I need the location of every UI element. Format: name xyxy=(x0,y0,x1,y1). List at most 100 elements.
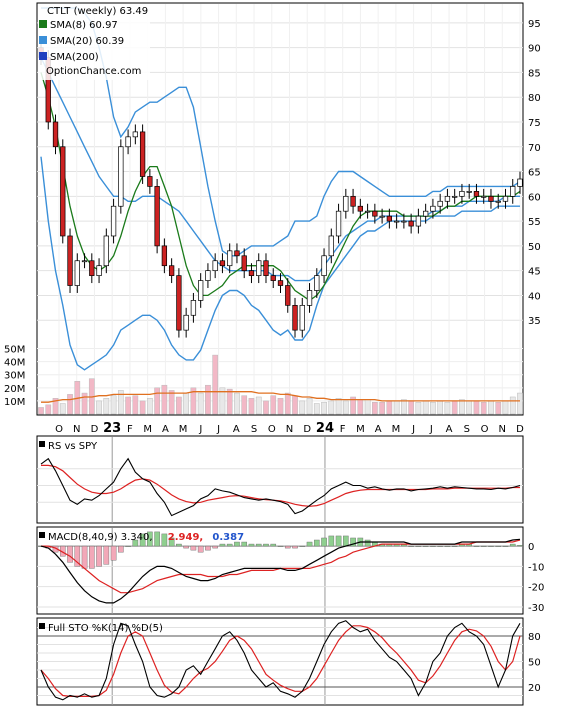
candle-body xyxy=(161,245,168,267)
candle-body xyxy=(139,131,146,177)
candle-body xyxy=(67,235,73,286)
volume-bar xyxy=(386,400,393,415)
volume-bar xyxy=(161,384,168,415)
x-axis-label: J xyxy=(411,424,415,435)
rs-vs-spy-line xyxy=(40,457,521,517)
volume-bar xyxy=(263,400,269,415)
candle-body xyxy=(89,260,95,276)
volume-bar xyxy=(81,392,88,415)
volume-y-tick-label: 20M xyxy=(4,384,25,395)
macd-panel-frame xyxy=(36,526,524,615)
volume-bar xyxy=(292,395,298,415)
volume-bar xyxy=(488,400,494,415)
macd-histogram-bar xyxy=(67,545,73,563)
x-axis-label: M xyxy=(179,424,188,435)
candle-body xyxy=(219,260,226,267)
macd-histogram-bar xyxy=(451,545,458,547)
volume-bar xyxy=(451,400,458,415)
macd-histogram-bar xyxy=(299,545,306,547)
candle-body xyxy=(270,275,276,281)
volume-bar xyxy=(226,388,233,415)
volume-bar xyxy=(139,400,146,415)
x-axis-label: N xyxy=(499,424,506,435)
macd-histogram-bar xyxy=(103,545,110,565)
macd-signal-value: 2.949, xyxy=(168,532,203,543)
sto-y-ticks: 20 50 80 xyxy=(528,632,541,694)
candle-body xyxy=(328,235,334,257)
x-axis-label: N xyxy=(73,424,80,435)
candle-body xyxy=(154,186,160,247)
volume-bar xyxy=(313,403,320,415)
candle-body xyxy=(430,205,436,212)
macd-y-tick-label: -30 xyxy=(528,603,544,614)
sto-k-line xyxy=(40,620,521,701)
price-gridlines xyxy=(37,4,523,414)
macd-histogram-bar xyxy=(255,543,262,547)
sma200-legend-label: SMA(200) xyxy=(50,52,99,63)
macd-histogram-bar xyxy=(408,545,414,547)
x-axis-label: M xyxy=(143,424,152,435)
x-axis-label: F xyxy=(127,424,133,435)
macd-histogram-bar xyxy=(74,545,81,567)
x-axis-label: O xyxy=(481,424,489,435)
candle-body xyxy=(379,215,385,218)
candle-body xyxy=(299,305,305,331)
macd-histogram-bar xyxy=(154,531,160,547)
candle-body xyxy=(415,215,422,227)
x-axis-label: D xyxy=(516,424,524,435)
candle-body xyxy=(372,210,378,217)
volume-bar xyxy=(328,400,335,415)
candle-body xyxy=(248,270,255,276)
candle-body xyxy=(256,260,262,276)
macd-histogram-bar xyxy=(125,545,131,547)
candle-body xyxy=(401,220,407,223)
candle-body xyxy=(125,136,131,148)
macd-histogram-bar xyxy=(517,545,523,547)
x-axis-label: M xyxy=(392,424,401,435)
macd-histogram-bar xyxy=(444,545,451,547)
price-y-tick-label: 60 xyxy=(528,192,541,203)
candle-body xyxy=(277,280,284,286)
macd-histogram-bar xyxy=(161,533,168,547)
candle-body xyxy=(393,220,400,223)
price-y-tick-label: 70 xyxy=(528,143,541,154)
candle-body xyxy=(132,131,138,138)
macd-histogram-bar xyxy=(488,545,494,547)
macd-histogram-bar xyxy=(335,535,342,547)
candle-body xyxy=(227,250,233,267)
candle-body xyxy=(495,200,501,203)
volume-bar xyxy=(350,396,356,415)
candle-body xyxy=(488,195,494,202)
volume-bar xyxy=(495,401,502,415)
candle-body xyxy=(423,210,429,217)
candle-body xyxy=(408,220,414,227)
macd-histogram-bar xyxy=(502,545,509,547)
macd-legend-swatch xyxy=(39,532,45,538)
sto-legend-swatch xyxy=(39,623,45,629)
macd-histogram-bar xyxy=(509,543,516,547)
macd-histogram-bar xyxy=(328,535,335,547)
volume-y-tick-label: 30M xyxy=(4,371,25,382)
macd-y-tick-label: -10 xyxy=(528,562,544,573)
x-axis-label: S xyxy=(464,424,470,435)
volume-bar xyxy=(219,387,226,415)
x-axis-label: N xyxy=(286,424,293,435)
macd-histogram-bar xyxy=(81,545,88,569)
macd-line xyxy=(40,538,521,604)
macd-histogram-bar xyxy=(321,537,327,547)
macd-histogram-bar xyxy=(292,545,298,549)
candle-body xyxy=(444,195,451,202)
volume-bar xyxy=(306,398,313,415)
candle-body xyxy=(321,255,327,276)
volume-bar xyxy=(437,400,444,415)
volume-bar xyxy=(168,390,175,415)
candle-body xyxy=(118,146,124,207)
chart-title: CTLT (weekly) 63.49 xyxy=(47,6,148,17)
price-y-tick-label: 40 xyxy=(528,291,541,302)
price-y-tick-label: 90 xyxy=(528,44,541,55)
candle-body xyxy=(459,191,465,197)
volume-bar xyxy=(176,396,182,415)
macd-histogram-bar xyxy=(415,545,422,547)
price-y-tick-label: 55 xyxy=(528,217,541,228)
sma20-legend-label: SMA(20) 60.39 xyxy=(50,36,124,47)
